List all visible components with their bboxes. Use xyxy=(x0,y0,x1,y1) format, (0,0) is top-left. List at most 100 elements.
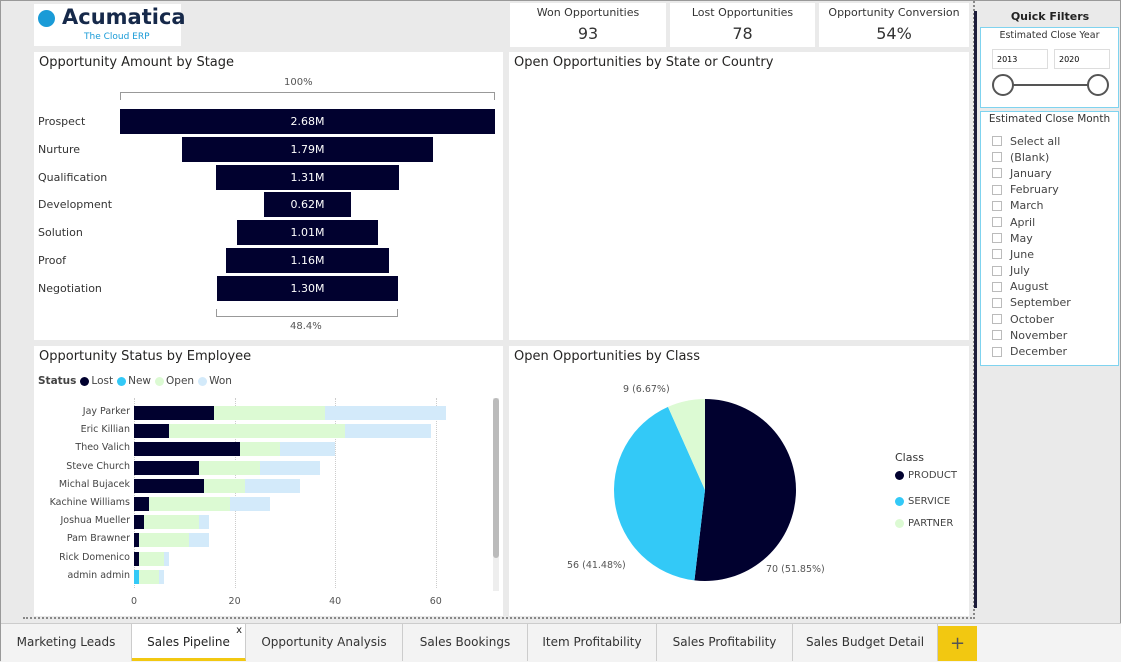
checkbox[interactable] xyxy=(992,346,1002,357)
bar-segment-won[interactable] xyxy=(279,442,336,457)
x-tick-label: 0 xyxy=(130,596,138,607)
month-option[interactable]: May xyxy=(992,230,1071,246)
bar-segment-open[interactable] xyxy=(239,442,280,457)
bar-segment-lost[interactable] xyxy=(134,515,145,530)
bar-segment-open[interactable] xyxy=(139,551,165,566)
year-from-input[interactable]: 2013 xyxy=(992,49,1048,69)
pie-slice-product[interactable] xyxy=(694,399,797,581)
checkbox[interactable] xyxy=(992,136,1002,147)
tab-sales-pipeline[interactable]: Sales Pipeline x xyxy=(132,624,246,661)
employee-status-chart: Opportunity Status by Employee Status Lo… xyxy=(34,346,503,616)
bar-segment-won[interactable] xyxy=(159,569,165,584)
month-label: November xyxy=(1010,328,1068,342)
bar-segment-lost[interactable] xyxy=(134,406,215,420)
month-label: June xyxy=(1010,247,1034,261)
bar-segment-open[interactable] xyxy=(214,406,326,420)
checkbox[interactable] xyxy=(992,217,1002,228)
bar-segment-won[interactable] xyxy=(229,497,270,511)
close-tab-icon[interactable]: x xyxy=(236,625,242,636)
checkbox[interactable] xyxy=(992,249,1002,260)
legend-item-open[interactable]: Open xyxy=(155,375,194,387)
employee-label: Kachine Williams xyxy=(49,497,130,508)
bar-segment-won[interactable] xyxy=(345,424,431,439)
legend-item-lost[interactable]: Lost xyxy=(80,375,113,387)
checkbox[interactable] xyxy=(992,200,1002,211)
kpi-value: 54% xyxy=(876,24,912,43)
pie-slice-partner[interactable] xyxy=(667,399,705,490)
checkbox[interactable] xyxy=(992,152,1002,163)
month-option[interactable]: October xyxy=(992,311,1071,327)
bar-segment-won[interactable] xyxy=(199,515,210,530)
logo-tagline: The Cloud ERP xyxy=(84,32,150,42)
bar-segment-open[interactable] xyxy=(144,515,200,530)
bar-segment-lost[interactable] xyxy=(134,460,200,475)
tab-opportunity-analysis[interactable]: Opportunity Analysis xyxy=(246,624,403,661)
bar-segment-won[interactable] xyxy=(325,406,446,420)
bar-segment-open[interactable] xyxy=(204,478,245,493)
slider-handle-end[interactable] xyxy=(1087,74,1109,96)
stage-label: Proof xyxy=(38,254,67,267)
checkbox[interactable] xyxy=(992,265,1002,276)
scrollbar[interactable] xyxy=(493,398,499,591)
pie-slice-service[interactable] xyxy=(614,406,705,581)
tab-label: Marketing Leads xyxy=(16,635,116,649)
checkbox[interactable] xyxy=(992,168,1002,179)
bar-segment-open[interactable] xyxy=(199,460,260,475)
year-to-input[interactable]: 2020 xyxy=(1054,49,1110,69)
month-option[interactable]: (Blank) xyxy=(992,149,1071,165)
month-option[interactable]: February xyxy=(992,182,1071,198)
legend-item-new[interactable]: New xyxy=(117,375,151,387)
month-option[interactable]: December xyxy=(992,343,1071,359)
bar-segment-lost[interactable] xyxy=(134,551,140,566)
checkbox[interactable] xyxy=(992,233,1002,244)
month-option[interactable]: September xyxy=(992,295,1071,311)
bar-segment-won[interactable] xyxy=(244,478,300,493)
bar-segment-open[interactable] xyxy=(139,533,190,548)
month-option[interactable]: January xyxy=(992,165,1071,181)
checkbox[interactable] xyxy=(992,314,1002,325)
bar-segment-lost[interactable] xyxy=(134,424,170,439)
legend-item-partner[interactable]: PARTNER xyxy=(895,518,953,529)
tab-marketing-leads[interactable]: Marketing Leads xyxy=(1,624,132,661)
checkbox[interactable] xyxy=(992,184,1002,195)
checkbox[interactable] xyxy=(992,297,1002,308)
month-label: July xyxy=(1010,264,1030,278)
legend-item-won[interactable]: Won xyxy=(198,375,232,387)
data-label: 9 (6.67%) xyxy=(623,384,670,395)
bar-segment-won[interactable] xyxy=(259,460,321,475)
bar-segment-lost[interactable] xyxy=(134,533,140,548)
tab-sales-bookings[interactable]: Sales Bookings xyxy=(403,624,528,661)
bar-segment-lost[interactable] xyxy=(134,497,150,511)
bar-segment-open[interactable] xyxy=(139,569,160,584)
data-label: 70 (51.85%) xyxy=(766,564,825,575)
add-page-button[interactable]: + xyxy=(938,626,977,661)
chart-title: Open Opportunities by State or Country xyxy=(514,55,774,70)
bar-segment-lost[interactable] xyxy=(134,442,240,457)
legend-item-service[interactable]: SERVICE xyxy=(895,496,950,507)
bar-segment-won[interactable] xyxy=(189,533,210,548)
month-option[interactable]: July xyxy=(992,263,1071,279)
tab-sales-budget-detail[interactable]: Sales Budget Detail xyxy=(793,624,938,661)
slider-handle-start[interactable] xyxy=(992,74,1014,96)
month-option[interactable]: April xyxy=(992,214,1071,230)
month-option[interactable]: June xyxy=(992,246,1071,262)
kpi-won: Won Opportunities 93 xyxy=(510,3,666,47)
month-option[interactable]: March xyxy=(992,198,1071,214)
bar-segment-open[interactable] xyxy=(149,497,230,511)
legend-item-product[interactable]: PRODUCT xyxy=(895,470,957,481)
month-option[interactable]: August xyxy=(992,279,1071,295)
checkbox[interactable] xyxy=(992,330,1002,341)
checkbox[interactable] xyxy=(992,281,1002,292)
legend-label: PRODUCT xyxy=(908,470,957,481)
month-option[interactable]: Select all xyxy=(992,133,1071,149)
month-label: December xyxy=(1010,345,1068,359)
bar-segment-won[interactable] xyxy=(164,551,170,566)
bar-segment-lost[interactable] xyxy=(134,478,205,493)
bar-segment-new[interactable] xyxy=(134,569,140,584)
bar-segment-open[interactable] xyxy=(169,424,346,439)
tab-item-profitability[interactable]: Item Profitability xyxy=(528,624,657,661)
legend-dot xyxy=(80,376,90,386)
month-option[interactable]: November xyxy=(992,327,1071,343)
chart-title: Opportunity Status by Employee xyxy=(39,349,252,364)
tab-sales-profitability[interactable]: Sales Profitability xyxy=(657,624,793,661)
